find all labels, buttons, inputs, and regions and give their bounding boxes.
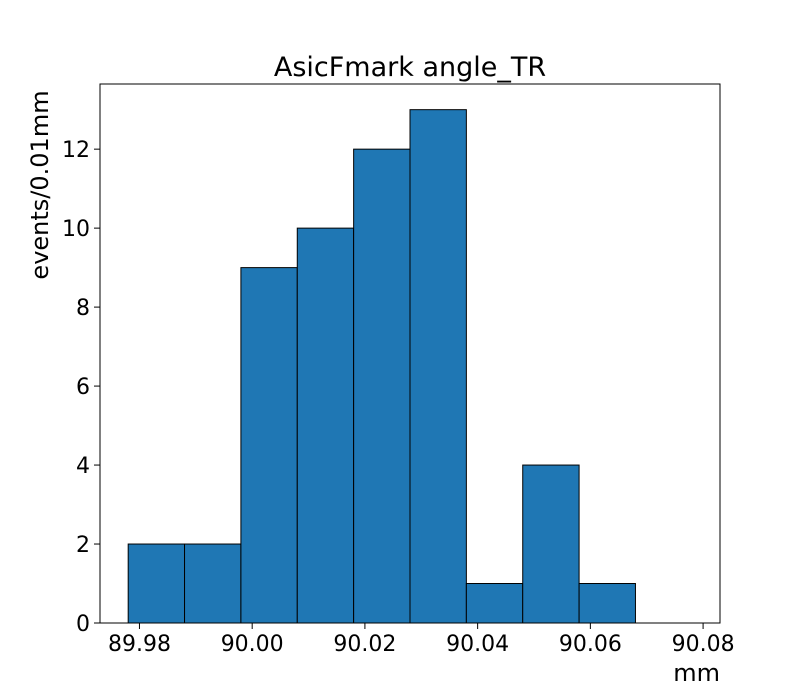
y-tick-label: 8 xyxy=(76,296,90,321)
x-axis-label: mm xyxy=(673,659,720,687)
y-tick-label: 2 xyxy=(76,533,90,558)
x-tick-label: 90.00 xyxy=(221,632,284,657)
histogram-bar xyxy=(465,583,524,624)
histogram-bar xyxy=(409,109,467,624)
y-axis-label: events/0.01mm xyxy=(26,90,54,279)
histogram-bar xyxy=(578,583,636,624)
x-tick-label: 89.98 xyxy=(108,632,171,657)
chart-title: AsicFmark angle_TR xyxy=(274,52,546,83)
x-tick-label: 90.02 xyxy=(333,632,396,657)
x-tick-label: 90.06 xyxy=(559,632,622,657)
y-tick-label: 4 xyxy=(76,454,90,479)
plot-frame xyxy=(99,83,721,624)
y-tick-label: 12 xyxy=(62,138,90,163)
y-tick-label: 10 xyxy=(62,217,90,242)
histogram-bar xyxy=(127,543,186,624)
y-tick-label: 6 xyxy=(76,375,90,400)
histogram-bar xyxy=(522,464,580,624)
histogram-bars xyxy=(127,109,636,624)
histogram-bar xyxy=(240,267,298,624)
histogram-bar xyxy=(296,227,355,624)
histogram-bar xyxy=(353,148,411,624)
histogram-bar xyxy=(184,543,242,624)
y-tick-label: 0 xyxy=(76,612,90,637)
x-tick-label: 90.08 xyxy=(672,632,735,657)
x-tick-label: 90.04 xyxy=(446,632,509,657)
y-axis-ticks: 0 2 4 6 8 10 12 xyxy=(62,138,100,637)
x-axis-ticks: 89.98 90.00 90.02 90.04 90.06 90.08 xyxy=(108,623,735,657)
